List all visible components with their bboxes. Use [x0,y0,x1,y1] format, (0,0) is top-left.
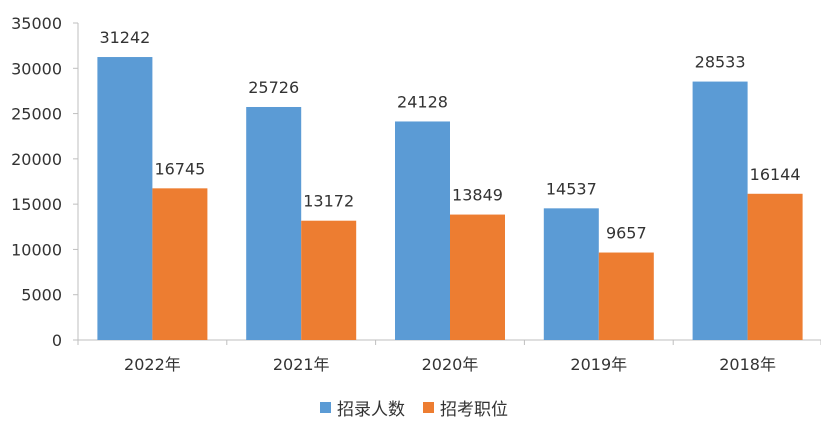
data-label: 31242 [99,28,150,47]
y-tick-label: 5000 [21,286,62,305]
legend-label: 招录人数 [337,400,405,420]
bar-recruits [246,106,302,340]
legend-item-series-1: 招考职位 [423,395,508,420]
bars [97,57,803,340]
bar-positions [598,252,654,340]
y-tick-label: 30000 [11,59,62,78]
data-label: 16745 [154,159,205,178]
x-axis: 2022年 2021年 2020年 2019年 2018年 [77,339,821,374]
bar-positions [747,193,803,340]
y-tick-label: 20000 [11,150,62,169]
legend-swatch [320,402,331,413]
bar-recruits [692,81,748,340]
x-tick-label: 2018年 [719,355,776,374]
y-tick-label: 25000 [11,105,62,124]
bar-positions [301,220,357,340]
x-tick-label: 2020年 [422,355,479,374]
bar-recruits [97,57,153,340]
x-tick-label: 2021年 [273,355,330,374]
bar-recruits [543,208,599,340]
data-label: 16144 [750,165,801,184]
y-tick-label: 0 [52,331,62,350]
data-label: 13849 [452,186,503,205]
legend: 招录人数 招考职位 [320,395,526,420]
legend-item-series-0: 招录人数 [320,395,405,420]
y-tick-label: 35000 [11,14,62,33]
data-labels: 31242 16745 25726 13172 24128 13849 14537 9657 2… [99,28,800,242]
data-label: 13172 [303,192,354,211]
y-tick-label: 10000 [11,240,62,259]
data-label: 25726 [248,78,299,97]
data-label: 9657 [606,224,647,243]
x-tick-label: 2019年 [570,355,627,374]
legend-label: 招考职位 [440,400,508,420]
legend-swatch [423,402,434,413]
data-label: 24128 [397,92,448,111]
y-tick-label: 15000 [11,195,62,214]
bar-recruits [395,121,450,340]
bar-positions [152,188,208,340]
bar-positions [450,214,505,340]
y-axis: 0 5000 10000 15000 20000 25000 30000 35000 [11,14,79,350]
data-label: 14537 [546,179,597,198]
data-label: 28533 [695,53,746,72]
x-tick-label: 2022年 [124,355,181,374]
